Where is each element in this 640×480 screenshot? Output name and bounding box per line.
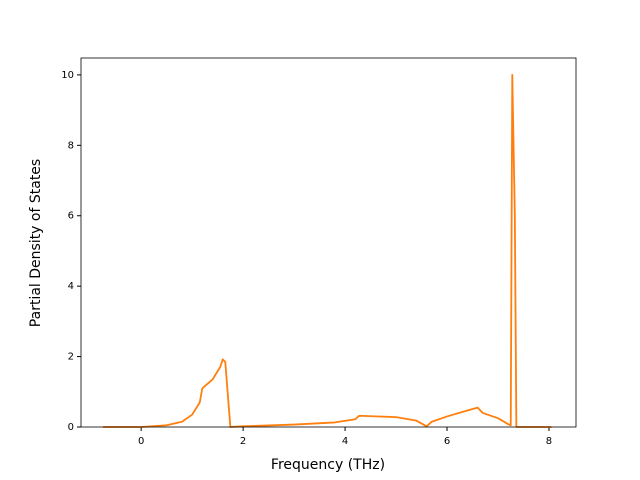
y-axis-label: Partial Density of States [28, 159, 44, 327]
y-tick-label: 4 [68, 281, 74, 292]
x-tick-label: 8 [546, 436, 552, 447]
y-tick-label: 6 [68, 211, 74, 222]
x-tick-label: 4 [342, 436, 348, 447]
y-tick-label: 0 [68, 422, 74, 433]
y-tick-label: 10 [61, 70, 74, 81]
line [102, 74, 552, 428]
x-tick-label: 0 [138, 436, 144, 447]
plot-frame [80, 57, 577, 428]
x-tick-label: 6 [444, 436, 450, 447]
x-tick-label: 2 [240, 436, 246, 447]
y-tick-label: 2 [68, 352, 74, 363]
y-tick-label: 8 [68, 140, 74, 151]
x-axis-label: Frequency (THz) [271, 457, 385, 473]
